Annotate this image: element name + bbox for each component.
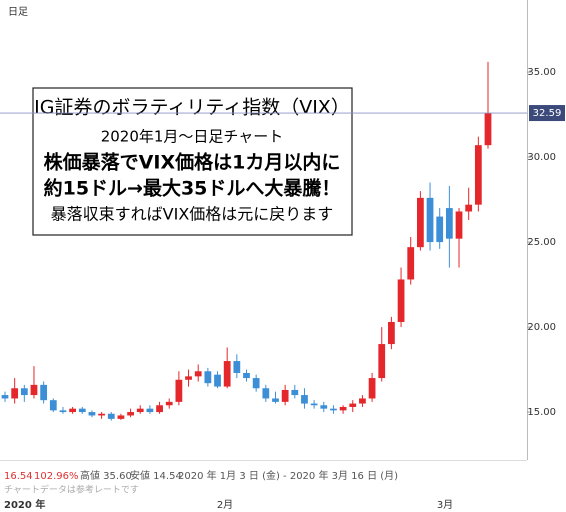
x-label: 2020 年	[4, 498, 45, 511]
candle-body	[165, 401, 173, 406]
y-tick-label: 15.00	[527, 407, 556, 418]
x-label: 2月	[217, 499, 233, 511]
y-tick-label: 30.00	[527, 152, 556, 163]
annotation-line: 約15ドル→最大35ドルへ大暴騰！	[44, 177, 341, 200]
candle-body	[117, 415, 125, 419]
note: チャートデータは参考レートです	[4, 484, 139, 496]
info-last: 16.54	[4, 471, 33, 482]
annotation-line: 株価暴落でVIX価格は1カ月以内に	[44, 151, 341, 174]
candle-body	[20, 388, 28, 396]
candle-body	[272, 398, 279, 402]
annotation-line: 2020年1月～日足チャート	[101, 128, 284, 146]
candle-body	[127, 412, 134, 416]
info-change: 102.96%	[34, 471, 79, 482]
candle-body	[1, 395, 9, 399]
current-price-label: 32.59	[533, 108, 562, 119]
info-high: 高値 35.60	[80, 469, 132, 482]
candle-body	[330, 408, 337, 411]
candle-body	[310, 403, 318, 406]
candle-body	[243, 372, 250, 379]
annotation-frame	[32, 87, 353, 236]
candle-body	[301, 395, 308, 404]
candle-body	[426, 197, 434, 243]
candle-body	[445, 208, 453, 239]
x-label: 3月	[437, 499, 453, 511]
candle-body	[88, 412, 96, 416]
candle-body	[368, 378, 376, 399]
candle-body	[359, 398, 366, 404]
candle-body	[30, 384, 38, 396]
candle-body	[204, 371, 212, 384]
candle-body	[397, 279, 405, 322]
candle-body	[291, 389, 299, 396]
candle-body	[156, 405, 163, 413]
info-low: 安値 14.54	[130, 469, 182, 482]
candle-body	[262, 388, 270, 399]
candle-body	[214, 374, 221, 387]
candle-body	[455, 211, 463, 239]
y-tick-label: 25.00	[527, 237, 556, 248]
candle-body	[281, 389, 289, 402]
candle-body	[320, 405, 328, 409]
candle-body	[388, 321, 395, 345]
candle-body	[69, 408, 77, 413]
candle-body	[484, 113, 492, 146]
candle-body	[465, 204, 473, 212]
candle-body	[78, 408, 86, 413]
candle-body	[349, 403, 357, 407]
candle-body	[175, 379, 183, 402]
candle-body	[407, 247, 415, 280]
candle-body	[378, 344, 386, 379]
y-tick-label: 35.00	[527, 67, 556, 78]
candle-body	[136, 408, 144, 413]
candle-body	[233, 361, 241, 373]
candle-body	[252, 378, 260, 389]
y-tick-label: 20.00	[527, 322, 556, 333]
candle-body	[194, 371, 202, 377]
current-price-badge	[529, 105, 565, 122]
candle-body	[474, 145, 482, 205]
plot	[1, 61, 492, 421]
candle-body	[185, 376, 192, 380]
candle-body	[146, 408, 154, 413]
candle-body	[416, 197, 424, 248]
candle-body	[49, 400, 57, 411]
candle-body	[107, 413, 115, 419]
candle-body	[59, 410, 67, 413]
info-range: 2020 年 1月 3 日 (金) - 2020 年 3月 16 日 (月)	[178, 469, 398, 482]
candle-body	[339, 406, 347, 411]
annotation-line: IG証券のボラティリティ指数（VIX）	[34, 97, 350, 119]
timeframe: 日足	[8, 6, 28, 18]
annotation-box: IG証券のボラティリティ指数（VIX） 2020年1月～日足チャート 株価暴落で…	[32, 87, 353, 236]
candle-body	[98, 413, 105, 416]
candle-body	[40, 384, 48, 401]
annotation-line: 暴落収束すればVIX価格は元に戻ります	[51, 205, 334, 224]
candle-body	[223, 361, 231, 387]
candle-body	[436, 216, 444, 243]
candle-body	[11, 388, 19, 399]
